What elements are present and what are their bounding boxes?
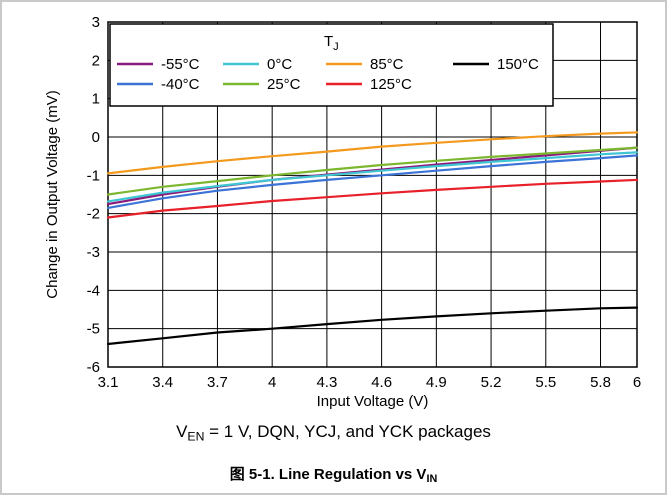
figure-title-text: 图 5-1. Line Regulation vs V [229,466,427,483]
series-line-6 [106,146,639,196]
caption-text: = 1 V, DQN, YCJ, and YCK packages [204,422,491,441]
figure-title: 图 5-1. Line Regulation vs VIN [0,463,667,486]
x-tick-label: 4 [268,374,276,391]
legend-label: 0°C [267,56,292,73]
y-tick-label: 2 [92,52,100,69]
x-tick-label: 3.4 [152,374,173,391]
y-tick-label: -2 [87,206,100,223]
series-line-5 [106,154,639,209]
x-axis-title: Input Voltage (V) [317,393,429,410]
y-tick-label: -4 [87,282,100,299]
x-tick-label: 4.3 [316,374,337,391]
x-tick-label: 3.1 [98,374,119,391]
x-tick-label: 5.2 [481,374,502,391]
caption-v: V [176,422,188,441]
legend-label: -40°C [161,76,200,93]
caption-sub: EN [187,429,205,444]
x-tick-label: 5.5 [535,374,556,391]
figure-title-sub: IN [426,473,438,486]
y-tick-label: -3 [87,244,100,261]
y-tick-label: 3 [92,14,100,31]
legend-label: 25°C [267,76,301,93]
y-tick-label: -6 [87,359,100,376]
y-axis-title: Change in Output Voltage (mV) [44,90,61,298]
x-tick-label: 4.9 [426,374,447,391]
y-tick-label: 0 [92,129,100,146]
series-line-3 [106,131,639,175]
legend-label: -55°C [161,56,200,73]
figure-caption: VEN = 1 V, DQN, YCJ, and YCK packages [0,422,667,444]
legend-title-sub: J [333,41,339,53]
series-line-2 [106,151,639,203]
x-tick-label: 4.6 [371,374,392,391]
legend-label: 125°C [370,76,412,93]
x-tick-label: 6 [633,374,641,391]
y-tick-label: -1 [87,167,100,184]
x-tick-label: 5.8 [590,374,611,391]
y-tick-label: -5 [87,321,100,338]
legend-label: 85°C [370,56,404,73]
series-line-7 [106,178,639,219]
series-line-4 [106,306,639,346]
legend-label: 150°C [497,56,539,73]
x-tick-label: 3.7 [207,374,228,391]
y-tick-label: 1 [92,91,100,108]
line-chart: TJ-55°C 0°C 85°C 150°C-40°C 25°C 125°C3210-1-… [44,14,641,410]
